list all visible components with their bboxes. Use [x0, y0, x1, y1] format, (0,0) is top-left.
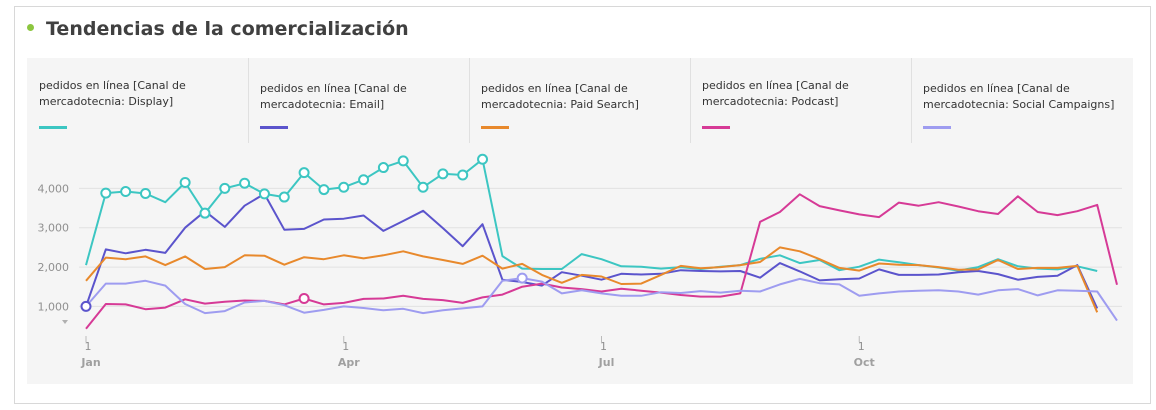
chart-area: pedidos en línea [Canal de mercadotecnia…: [27, 58, 1133, 384]
data-point-marker: [80, 300, 92, 312]
x-tick-day: 1: [600, 340, 607, 353]
title-bullet-icon: [27, 24, 34, 31]
data-point-marker: [477, 153, 489, 165]
series-line: [85, 158, 1098, 272]
caret-down-icon: [62, 320, 68, 324]
x-tick-month: Jul: [598, 356, 615, 369]
data-point-marker: [338, 181, 350, 193]
legend-item[interactable]: pedidos en línea [Canal de mercadotecnia…: [248, 58, 469, 143]
data-point-marker: [417, 181, 429, 193]
series-line: [85, 192, 1099, 309]
legend-divider: [248, 58, 249, 143]
legend-swatch: [39, 126, 67, 129]
data-point-marker: [318, 184, 330, 196]
legend-item[interactable]: pedidos en línea [Canal de mercadotecnia…: [690, 58, 911, 143]
series-line: [85, 193, 1118, 330]
x-tick-day: 1: [342, 340, 349, 353]
x-tick-month: Oct: [854, 356, 875, 369]
legend-swatch: [481, 126, 509, 129]
data-point-marker: [199, 207, 211, 219]
data-point-marker: [179, 177, 191, 188]
legend-divider: [690, 58, 691, 143]
chart-title: Tendencias de la comercialización: [46, 18, 409, 40]
series-line: [85, 246, 1099, 313]
legend-label: pedidos en línea [Canal de mercadotecnia…: [481, 82, 639, 111]
data-point-marker: [258, 188, 270, 200]
series-line: [85, 277, 1118, 322]
data-point-marker: [298, 293, 310, 305]
legend-label: pedidos en línea [Canal de mercadotecnia…: [39, 79, 186, 108]
x-tick-month: Jan: [80, 356, 100, 369]
data-point-marker: [377, 162, 389, 174]
legend-label: pedidos en línea [Canal de mercadotecnia…: [260, 82, 407, 111]
data-point-marker: [358, 174, 370, 186]
legend-label: pedidos en línea [Canal de mercadotecnia…: [702, 79, 849, 108]
line-plot: 1,000 2,000 3,000 4,000 1 Jan 1 Apr 1 Jul 1 Oct: [38, 153, 1122, 369]
y-tick-label: 4,000: [38, 182, 70, 195]
legend-label: pedidos en línea [Canal de mercadotecnia…: [923, 82, 1115, 111]
x-tick-day: 1: [85, 340, 92, 353]
data-point-marker: [437, 168, 449, 180]
x-tick-day: 1: [858, 340, 865, 353]
legend-item[interactable]: pedidos en línea [Canal de mercadotecnia…: [27, 58, 248, 143]
legend-divider: [911, 58, 912, 143]
data-point-marker: [298, 167, 310, 179]
legend-item[interactable]: pedidos en línea [Canal de mercadotecnia…: [911, 58, 1132, 143]
legend-swatch: [923, 126, 951, 129]
y-tick-label: 2,000: [38, 261, 70, 274]
y-tick-label: 3,000: [38, 222, 70, 235]
x-tick-month: Apr: [338, 356, 360, 369]
data-point-marker: [516, 272, 528, 284]
legend-item[interactable]: pedidos en línea [Canal de mercadotecnia…: [469, 58, 690, 143]
data-point-marker: [219, 182, 231, 194]
legend-swatch: [260, 126, 288, 129]
data-point-marker: [139, 188, 151, 200]
data-point-marker: [239, 177, 251, 189]
legend-swatch: [702, 126, 730, 129]
data-point-marker: [100, 187, 112, 199]
data-point-marker: [278, 191, 290, 203]
y-tick-label: 1,000: [38, 300, 70, 313]
data-point-marker: [120, 186, 132, 198]
data-point-marker: [397, 155, 409, 167]
data-point-marker: [457, 169, 469, 181]
legend-divider: [469, 58, 470, 143]
